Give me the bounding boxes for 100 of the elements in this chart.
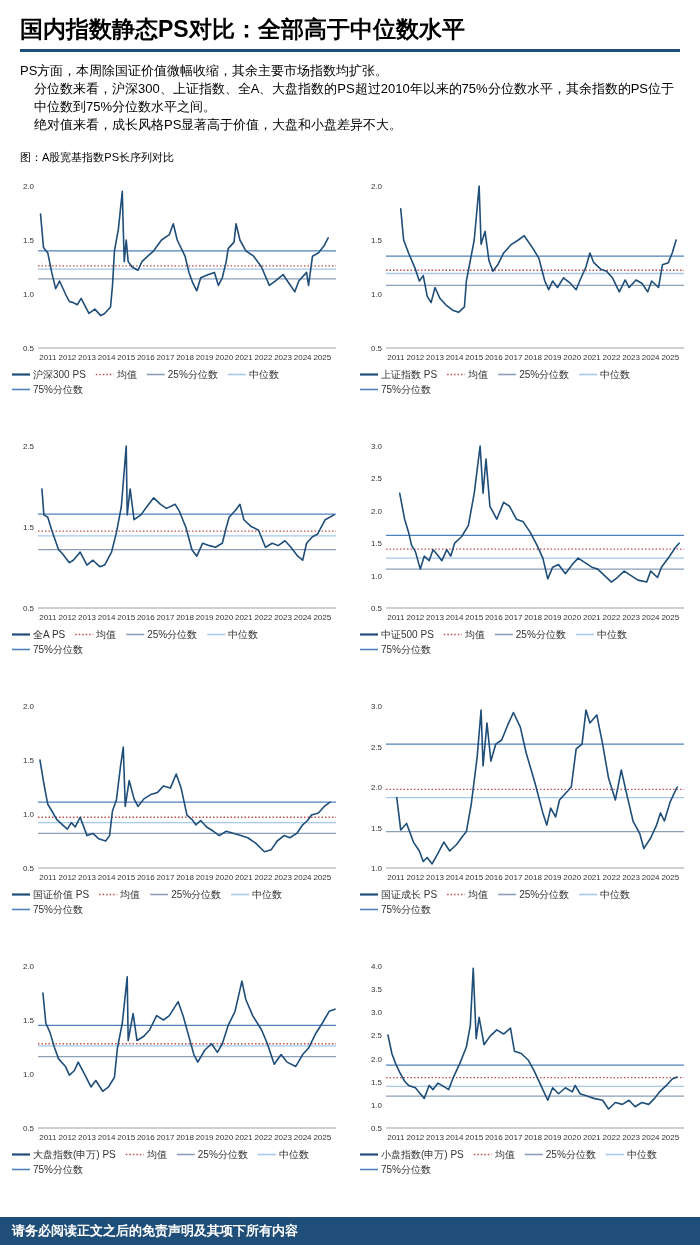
x-tick-label: 2018 (524, 873, 543, 882)
x-tick-label: 2022 (602, 353, 621, 362)
x-tick-label: 2021 (582, 1133, 602, 1142)
x-tick-label: 2015 (117, 353, 136, 362)
x-tick-label: 2017 (504, 353, 523, 362)
legend-label: 中证500 PS (381, 629, 435, 640)
line-series (395, 709, 678, 865)
y-tick-label: 0.5 (22, 864, 35, 873)
y-tick-label: 1.0 (22, 1070, 35, 1079)
x-tick-label: 2016 (484, 873, 504, 882)
x-tick-label: 2020 (215, 613, 234, 622)
legend-label: 25%分位数 (171, 889, 222, 900)
x-tick-label: 2011 (39, 353, 57, 362)
x-tick-label: 2015 (117, 873, 136, 882)
x-tick-label: 2019 (543, 873, 563, 882)
x-tick-label: 2019 (195, 613, 215, 622)
text: PS方面，本周除国证价值微幅收缩，其余主要市场指数均扩张。 (20, 62, 390, 80)
x-tick-label: 2013 (78, 873, 97, 882)
line-series (42, 976, 336, 1093)
x-tick-label: 2011 (387, 353, 405, 362)
x-tick-label: 2019 (195, 873, 215, 882)
x-tick-label: 2018 (176, 613, 195, 622)
x-tick-label: 2014 (97, 873, 117, 882)
x-tick-label: 2011 (39, 1133, 57, 1142)
x-tick-label: 2015 (117, 613, 136, 622)
x-tick-label: 2022 (602, 873, 621, 882)
x-tick-label: 2023 (274, 873, 293, 882)
x-tick-label: 2014 (445, 353, 465, 362)
x-tick-label: 2012 (58, 613, 77, 622)
legend-label: 均值 (467, 889, 489, 900)
y-tick-label: 1.5 (22, 756, 35, 765)
legend-label: 沪深300 PS (33, 369, 87, 380)
x-tick-label: 2018 (524, 613, 543, 622)
x-tick-label: 2024 (293, 353, 313, 362)
x-tick-label: 2019 (195, 353, 215, 362)
y-tick-label: 0.5 (22, 1124, 35, 1133)
x-tick-label: 2013 (78, 1133, 97, 1142)
x-tick-label: 2017 (156, 353, 175, 362)
y-tick-label: 0.5 (22, 604, 35, 613)
x-tick-label: 2014 (97, 1133, 117, 1142)
y-tick-label: 0.5 (22, 344, 35, 353)
x-tick-label: 2012 (58, 873, 77, 882)
x-tick-label: 2017 (504, 613, 523, 622)
legend-label: 25%分位数 (147, 629, 198, 640)
legend-label: 小盘指数(申万) PS (381, 1149, 465, 1160)
x-tick-label: 2014 (97, 353, 117, 362)
legend-label: 中位数 (278, 1149, 309, 1160)
x-tick-label: 2018 (524, 1133, 543, 1142)
legend-label: 均值 (467, 369, 489, 380)
legend-label: 均值 (119, 889, 141, 900)
legend-label: 国证成长 PS (381, 889, 438, 900)
x-tick-label: 2016 (136, 873, 156, 882)
legend-label: 75%分位数 (33, 904, 84, 915)
x-tick-label: 2025 (313, 873, 332, 882)
x-tick-label: 2012 (406, 613, 425, 622)
legend-label: 75%分位数 (381, 644, 432, 655)
x-tick-label: 2025 (661, 1133, 680, 1142)
y-tick-label: 3.0 (370, 702, 383, 711)
y-tick-label: 2.0 (370, 1054, 383, 1064)
y-tick-label: 2.0 (370, 783, 383, 792)
text: 请务必阅读正文之后的免责声明及其项下所有内容 (0, 1217, 700, 1245)
x-tick-label: 2017 (504, 873, 523, 882)
legend-label: 75%分位数 (33, 384, 84, 395)
y-tick-label: 0.5 (370, 604, 383, 613)
legend-label: 中位数 (600, 369, 631, 380)
x-tick-label: 2011 (39, 613, 57, 622)
legend-label: 中位数 (600, 889, 631, 900)
x-tick-label: 2015 (117, 1133, 136, 1142)
legend-label: 上证指数 PS (381, 369, 438, 380)
x-tick-label: 2012 (406, 873, 425, 882)
x-tick-label: 2011 (387, 613, 405, 622)
x-tick-label: 2014 (445, 1133, 465, 1142)
x-tick-label: 2011 (387, 873, 405, 882)
line-series (387, 967, 678, 1110)
y-tick-label: 3.0 (370, 442, 383, 451)
text: 分位数来看，沪深300、上证指数、全A、大盘指数的PS超过2010年以来的75%分位数水平，其余指数的PS位于中位数到75%分位数水平之间。 (33, 80, 675, 116)
x-tick-label: 2021 (582, 613, 602, 622)
x-tick-label: 2017 (504, 1133, 523, 1142)
x-tick-label: 2025 (661, 873, 680, 882)
y-tick-label: 2.0 (22, 182, 35, 191)
y-tick-label: 1.0 (370, 290, 383, 299)
x-tick-label: 2021 (234, 873, 254, 882)
x-tick-label: 2019 (543, 613, 563, 622)
legend-label: 中位数 (252, 889, 283, 900)
y-tick-label: 2.0 (370, 182, 383, 191)
x-tick-label: 2022 (602, 613, 621, 622)
y-tick-label: 1.0 (370, 1100, 383, 1110)
x-tick-label: 2024 (293, 1133, 313, 1142)
x-tick-label: 2021 (234, 613, 254, 622)
x-tick-label: 2021 (582, 353, 602, 362)
x-tick-label: 2013 (426, 873, 445, 882)
y-tick-label: 0.5 (370, 344, 383, 353)
x-tick-label: 2016 (136, 613, 156, 622)
x-tick-label: 2014 (445, 873, 465, 882)
legend-label: 75%分位数 (33, 644, 84, 655)
legend-label: 25%分位数 (519, 369, 570, 380)
y-tick-label: 3.5 (370, 985, 383, 995)
legend-label: 均值 (95, 629, 117, 640)
x-tick-label: 2025 (313, 1133, 332, 1142)
x-tick-label: 2017 (156, 873, 175, 882)
